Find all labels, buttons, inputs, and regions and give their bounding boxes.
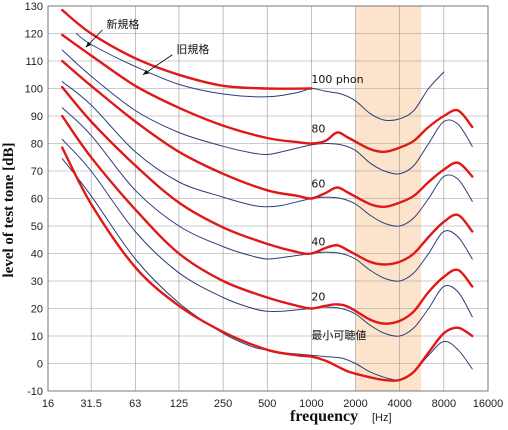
y-tick-labels: -10 0 10 20 30 40 50 60 70 80 90 100 110 120 130 xyxy=(25,1,43,398)
y-tick-label: 40 xyxy=(31,249,43,261)
y-tick-label: 20 xyxy=(31,304,43,316)
annotation-arrowhead xyxy=(85,41,92,48)
y-tick-label: 120 xyxy=(25,29,43,41)
y-tick-label: 0 xyxy=(37,359,43,371)
x-tick-label: 8000 xyxy=(432,398,456,410)
annotation-label: 旧規格 xyxy=(176,42,209,56)
annotation-label: 80 xyxy=(311,123,325,136)
y-tick-label: 30 xyxy=(31,276,43,288)
annotation-label: 20 xyxy=(311,290,325,303)
y-tick-label: -10 xyxy=(27,386,43,398)
y-tick-label: 130 xyxy=(25,1,43,13)
y-tick-label: 110 xyxy=(25,56,43,68)
annotation-label: 100 phon xyxy=(311,73,363,86)
plot-frame xyxy=(47,5,489,392)
annotation-label: 40 xyxy=(311,235,325,248)
old-standard-curve xyxy=(61,158,473,381)
x-tick-label: 16000 xyxy=(473,398,504,410)
old-standard-curve xyxy=(61,107,473,282)
new-standard-curves xyxy=(61,8,474,382)
new-standard-curve xyxy=(61,146,474,382)
x-tick-label: 125 xyxy=(170,398,188,410)
y-tick-label: 60 xyxy=(31,194,43,206)
x-tick-label: 2000 xyxy=(343,398,367,410)
y-tick-label: 90 xyxy=(31,111,43,123)
x-axis-unit: [Hz] xyxy=(372,412,392,424)
x-tick-label: 500 xyxy=(258,398,276,410)
annotation-arrowhead xyxy=(142,69,149,75)
old-standard-curve xyxy=(75,33,445,122)
y-axis-title: level of test tone [dB] xyxy=(1,143,17,278)
grid xyxy=(47,5,489,392)
new-standard-curve xyxy=(61,114,474,325)
new-standard-curve xyxy=(61,8,313,90)
y-tick-label: 70 xyxy=(31,166,43,178)
x-axis-title: frequency xyxy=(290,408,358,425)
annotation-label: 60 xyxy=(311,178,325,191)
annotation-label: 最小可聴値 xyxy=(311,329,366,342)
y-tick-label: 10 xyxy=(31,331,43,343)
x-tick-label: 16 xyxy=(42,398,54,410)
y-tick-label: 50 xyxy=(31,221,43,233)
new-standard-curve xyxy=(61,85,474,266)
old-standard-curves xyxy=(61,33,473,381)
y-tick-label: 100 xyxy=(25,84,43,96)
x-tick-label: 63 xyxy=(129,398,141,410)
annotation-arrow xyxy=(142,54,173,76)
x-tick-label: 1000 xyxy=(299,398,323,410)
old-standard-curve xyxy=(61,138,473,337)
x-tick-labels: 16 31.5 63 125 250 500 1000 2000 4000 8000 16000 xyxy=(42,398,503,410)
x-tick-label: 250 xyxy=(214,398,232,410)
old-standard-curve xyxy=(61,49,473,175)
x-tick-label: 31.5 xyxy=(80,398,101,410)
annotation-label: 新規格 xyxy=(106,17,139,31)
old-standard-curve xyxy=(61,81,473,227)
y-tick-label: 80 xyxy=(31,139,43,151)
new-standard-curve xyxy=(61,59,474,209)
x-tick-label: 4000 xyxy=(387,398,411,410)
new-standard-curve xyxy=(61,33,474,154)
